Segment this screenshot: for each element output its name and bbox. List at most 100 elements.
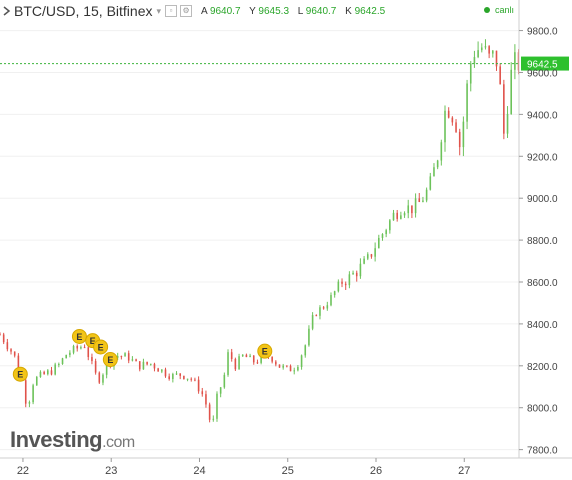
candle-body (13, 351, 16, 356)
candle-body (396, 212, 398, 219)
x-tick-label: 27 (458, 465, 470, 477)
candle-body (83, 347, 86, 349)
candle-body (484, 46, 487, 48)
candle-body (499, 66, 501, 85)
candle-body (32, 385, 34, 403)
candle-body (190, 378, 193, 380)
candle-body (300, 355, 303, 368)
earnings-marker-label: E (76, 332, 82, 342)
dropdown-icon[interactable]: ▾ (156, 5, 162, 16)
candle-body (35, 376, 38, 386)
x-tick-label: 24 (193, 465, 205, 477)
candle-body (116, 356, 119, 358)
candle-body (149, 363, 152, 365)
settings-icon[interactable]: ⚙ (180, 5, 193, 17)
y-tick-label: 9600.0 (527, 68, 558, 79)
earnings-marker[interactable]: E (257, 343, 273, 359)
earnings-marker[interactable]: E (12, 366, 28, 382)
candle-body (212, 418, 215, 420)
candle-body (43, 371, 45, 375)
earnings-marker[interactable]: E (71, 328, 87, 344)
candle-body (179, 373, 182, 376)
candle-body (47, 370, 49, 375)
candle-body (172, 374, 174, 380)
candle-body (245, 354, 248, 358)
candle-body (10, 349, 12, 352)
candle-body (495, 50, 498, 67)
candle-body (6, 342, 9, 350)
candle-body (363, 258, 365, 264)
candle-body (282, 365, 284, 368)
candle-body (238, 356, 240, 370)
ohlc-label-low: L (297, 5, 303, 17)
candle-body (381, 234, 384, 238)
candle-body (146, 361, 148, 365)
candle-body (297, 367, 299, 371)
connection-status: canlı (484, 5, 514, 15)
candle-body (308, 328, 310, 346)
y-tick-label: 9400.0 (527, 110, 558, 121)
candle-body (72, 345, 75, 353)
y-tick-label: 8600.0 (527, 278, 558, 289)
earnings-marker-label: E (90, 336, 96, 346)
x-tick-label: 25 (282, 465, 294, 477)
candle-body (326, 305, 329, 309)
candle-body (289, 365, 292, 372)
candle-body (286, 365, 288, 367)
earnings-marker[interactable]: E (93, 339, 109, 355)
y-tick-label: 8000.0 (527, 404, 558, 415)
earnings-marker-badge[interactable] (93, 339, 109, 355)
hide-icon[interactable]: ▫ (165, 5, 178, 17)
candle-body (492, 50, 494, 54)
symbol-title[interactable]: BTC/USD, 15, Bitfinex (14, 3, 153, 19)
candle-body (322, 307, 325, 309)
y-tick-label: 9800.0 (527, 27, 558, 38)
candle-body (164, 369, 167, 377)
candle-body (219, 387, 222, 394)
x-tick-label: 23 (105, 465, 117, 477)
candle-body (0, 334, 1, 336)
candle-body (469, 63, 472, 84)
candle-body (194, 379, 196, 381)
candle-body (411, 205, 413, 214)
x-tick-label: 22 (17, 465, 29, 477)
candle-body (186, 378, 189, 380)
candle-body (65, 354, 67, 359)
candle-body (120, 356, 123, 358)
earnings-marker-badge[interactable] (257, 343, 273, 359)
candle-body (17, 355, 20, 371)
candle-body (440, 142, 443, 161)
collapse-chevron-icon[interactable] (0, 4, 14, 18)
candle-body (392, 212, 395, 221)
candle-body (80, 347, 82, 349)
ohlc-open: 9640.7 (209, 5, 241, 17)
candle-body (414, 198, 417, 214)
earnings-marker-badge[interactable] (12, 366, 28, 382)
candle-body (69, 352, 71, 355)
candle-body (344, 283, 347, 286)
candle-body (510, 69, 513, 114)
earnings-marker-label: E (262, 347, 268, 357)
candle-body (135, 359, 137, 362)
candle-body (458, 131, 461, 148)
earnings-marker[interactable]: E (102, 352, 118, 368)
candle-body (102, 374, 104, 383)
candle-body (50, 370, 53, 375)
candle-body (451, 117, 454, 123)
connection-label: canlı (495, 5, 515, 15)
earnings-marker-badge[interactable] (71, 328, 87, 344)
candle-body (208, 404, 211, 420)
candle-body (205, 394, 207, 405)
live-dot-icon (484, 7, 490, 13)
candle-body (514, 52, 516, 70)
candle-body (418, 198, 421, 202)
earnings-marker-badge[interactable] (102, 352, 118, 368)
candle-body (506, 113, 509, 134)
earnings-marker-label: E (98, 342, 104, 352)
candle-body (348, 274, 351, 286)
y-tick-label: 9200.0 (527, 152, 558, 163)
candle-body (352, 272, 354, 275)
candle-body (370, 254, 373, 257)
candle-body (161, 369, 163, 372)
